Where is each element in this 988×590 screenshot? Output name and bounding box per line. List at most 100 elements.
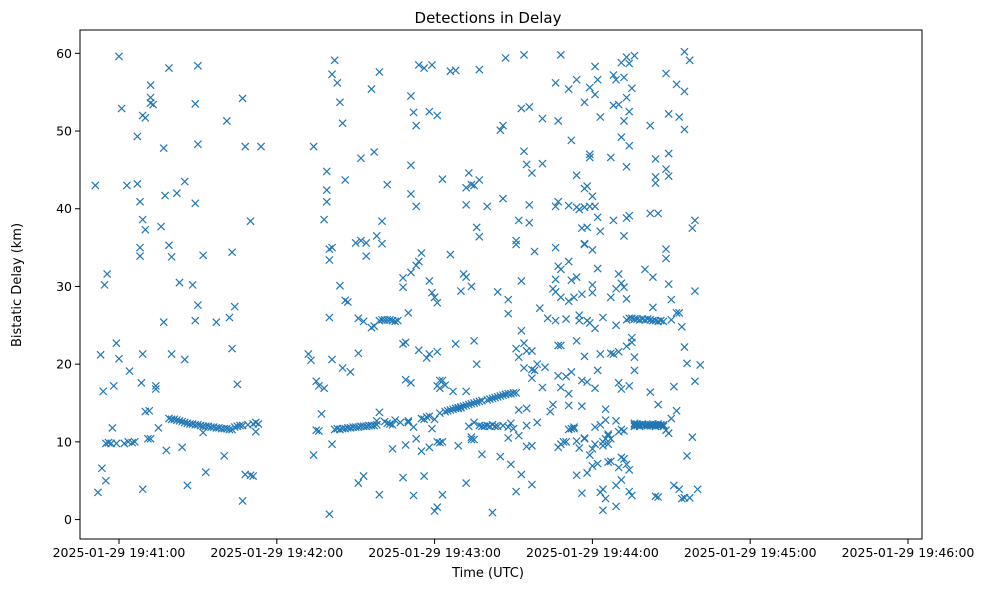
data-point	[598, 313, 607, 322]
data-point	[519, 50, 529, 59]
data-point	[343, 297, 352, 307]
data-point	[522, 421, 531, 430]
data-point	[496, 452, 505, 461]
data-point	[585, 451, 594, 460]
data-point	[498, 421, 508, 430]
data-point	[462, 200, 471, 209]
data-point	[475, 65, 484, 74]
data-point	[675, 485, 684, 494]
data-point	[467, 435, 476, 444]
data-point	[138, 485, 147, 494]
y-tick-label: 10	[56, 434, 72, 449]
data-point	[580, 433, 589, 443]
data-point	[619, 231, 628, 240]
data-point	[551, 243, 560, 252]
data-point	[125, 367, 134, 376]
data-point	[399, 339, 408, 348]
data-point	[220, 451, 229, 460]
data-point	[585, 150, 594, 159]
data-point	[122, 181, 131, 190]
plot-frame	[79, 29, 923, 540]
data-point	[498, 121, 508, 130]
data-point	[530, 366, 539, 375]
data-point	[446, 250, 455, 259]
data-point	[103, 269, 112, 279]
data-point	[164, 241, 173, 250]
data-point	[101, 476, 110, 485]
data-point	[462, 273, 471, 282]
data-point	[462, 401, 471, 410]
data-point	[627, 84, 636, 93]
data-point	[114, 354, 124, 363]
data-point	[667, 414, 676, 423]
data-point	[425, 443, 434, 452]
data-point	[425, 412, 434, 421]
data-point	[430, 507, 439, 516]
data-point	[157, 222, 166, 231]
data-point	[556, 265, 565, 274]
data-point	[683, 359, 692, 368]
data-point	[370, 147, 379, 157]
data-point	[617, 384, 626, 394]
data-point	[193, 420, 202, 429]
data-point	[606, 293, 615, 302]
data-point	[172, 189, 181, 198]
data-point	[136, 252, 145, 261]
data-point	[538, 114, 547, 123]
data-point	[519, 147, 529, 156]
data-point	[538, 159, 547, 168]
data-point	[614, 378, 623, 387]
data-point	[693, 485, 702, 494]
data-point	[472, 398, 481, 407]
data-point	[385, 419, 394, 429]
data-point	[146, 99, 155, 108]
data-point	[130, 437, 139, 446]
data-point	[562, 315, 571, 324]
data-point	[362, 252, 371, 261]
data-point	[246, 471, 255, 480]
data-point	[514, 431, 523, 440]
data-point	[619, 454, 628, 463]
data-point	[104, 438, 113, 447]
data-point	[464, 400, 473, 409]
data-point	[498, 194, 508, 203]
data-point	[604, 458, 613, 467]
data-point	[136, 243, 145, 252]
y-tick-label: 20	[56, 357, 72, 372]
data-point	[527, 480, 536, 489]
data-point	[97, 464, 106, 473]
data-point	[630, 51, 639, 60]
data-point	[346, 367, 355, 376]
data-point	[138, 350, 147, 359]
data-point	[228, 344, 237, 353]
data-point	[199, 428, 208, 437]
data-point	[425, 107, 434, 116]
data-point	[554, 116, 563, 125]
data-point	[470, 418, 479, 427]
data-point	[425, 276, 434, 286]
data-point	[108, 423, 117, 432]
data-point	[412, 202, 421, 211]
data-point	[577, 376, 586, 385]
data-point	[441, 407, 450, 416]
data-point	[630, 366, 639, 375]
data-point	[99, 387, 108, 396]
data-point	[675, 308, 684, 317]
data-point	[193, 301, 202, 310]
data-point	[483, 202, 492, 211]
data-point	[356, 154, 365, 163]
data-point	[527, 441, 536, 450]
data-point	[604, 430, 613, 439]
y-tick-label: 50	[56, 124, 72, 139]
data-point	[356, 236, 365, 245]
data-point	[598, 506, 607, 515]
data-point	[399, 473, 408, 482]
data-point	[585, 153, 594, 162]
data-point	[622, 93, 631, 102]
data-point	[199, 251, 208, 260]
data-point	[367, 85, 376, 94]
data-point	[591, 423, 600, 432]
data-point	[530, 247, 539, 256]
data-point	[191, 99, 200, 108]
data-point	[680, 47, 689, 56]
